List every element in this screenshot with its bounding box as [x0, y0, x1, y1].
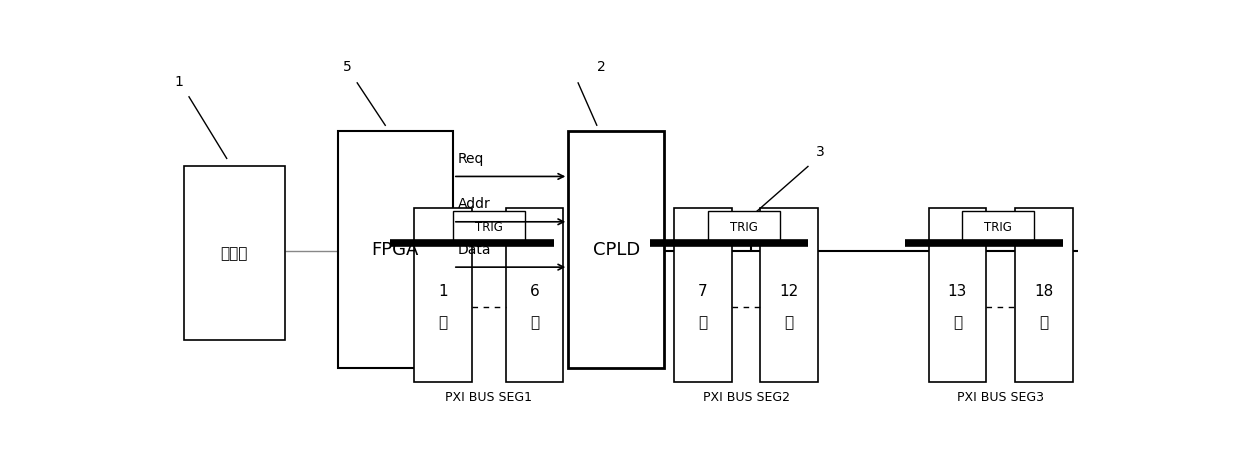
Bar: [1016, 208, 1073, 382]
Text: 13: 13: [947, 284, 967, 299]
Text: 6: 6: [529, 284, 539, 299]
Text: 3: 3: [816, 145, 825, 159]
Text: TRIG: TRIG: [475, 221, 503, 233]
Text: CPLD: CPLD: [593, 241, 640, 259]
Text: 槽: 槽: [529, 315, 539, 330]
Text: PXI BUS SEG2: PXI BUS SEG2: [703, 391, 790, 404]
Text: Addr: Addr: [458, 198, 491, 211]
Text: PXI BUS SEG1: PXI BUS SEG1: [445, 391, 532, 404]
Text: TRIG: TRIG: [729, 221, 758, 233]
Text: 12: 12: [780, 284, 799, 299]
Bar: [962, 211, 1034, 243]
Text: Req: Req: [458, 152, 484, 166]
Bar: [708, 211, 780, 243]
Text: 1: 1: [175, 75, 184, 89]
Text: 7: 7: [698, 284, 708, 299]
Text: TRIG: TRIG: [985, 221, 1012, 233]
Text: Data: Data: [458, 243, 491, 257]
Text: 槽: 槽: [439, 315, 448, 330]
Text: 2: 2: [598, 59, 606, 73]
Bar: [675, 208, 732, 382]
Text: 槽: 槽: [1039, 315, 1049, 330]
Text: 18: 18: [1034, 284, 1054, 299]
Bar: [929, 208, 986, 382]
Text: 上位机: 上位机: [221, 246, 248, 260]
Bar: [760, 208, 818, 382]
Bar: [184, 166, 285, 340]
Bar: [453, 211, 525, 243]
Bar: [506, 208, 563, 382]
Text: FPGA: FPGA: [372, 241, 419, 259]
Text: PXI BUS SEG3: PXI BUS SEG3: [957, 391, 1044, 404]
Text: 5: 5: [342, 59, 352, 73]
Bar: [337, 131, 453, 368]
Bar: [568, 131, 665, 368]
Text: 槽: 槽: [952, 315, 962, 330]
Text: 1: 1: [439, 284, 448, 299]
Text: 槽: 槽: [698, 315, 707, 330]
Text: 槽: 槽: [785, 315, 794, 330]
Bar: [414, 208, 472, 382]
